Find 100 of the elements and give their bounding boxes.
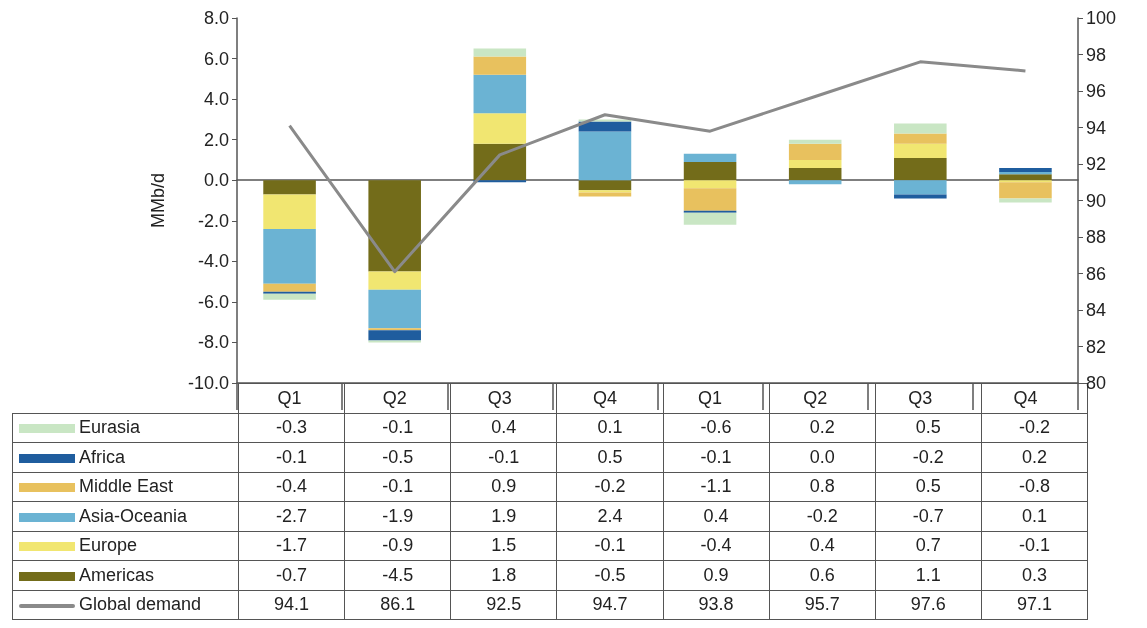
bar <box>999 182 1052 199</box>
data-label: -0.3 <box>238 413 345 443</box>
legend-label: Asia-Oceania <box>12 501 239 531</box>
bar <box>683 212 737 225</box>
bar <box>368 328 421 331</box>
bar <box>999 172 1052 175</box>
legend-label: Eurasia <box>12 413 239 443</box>
y2-tick-label: 84 <box>1086 300 1107 320</box>
x-tick-label: Q4 <box>1013 388 1038 408</box>
data-label: 1.1 <box>875 560 982 590</box>
bar <box>473 48 527 57</box>
bar <box>683 161 737 181</box>
data-label: 97.1 <box>981 590 1088 620</box>
bar <box>473 56 527 75</box>
data-label: 0.4 <box>769 531 876 561</box>
data-label: 0.0 <box>769 442 876 472</box>
data-label: 93.8 <box>663 590 770 620</box>
bar <box>263 194 316 229</box>
legend-label: Americas <box>12 560 239 590</box>
bar <box>263 293 316 300</box>
y2-tick-label: 92 <box>1086 154 1107 174</box>
bar <box>368 180 421 272</box>
bar <box>894 133 947 144</box>
data-label: 1.5 <box>450 531 557 561</box>
y-tick-label: -4.0 <box>197 251 229 272</box>
data-label: -0.1 <box>663 442 770 472</box>
data-label: -0.1 <box>344 413 451 443</box>
y2-tick-label: 90 <box>1086 190 1107 211</box>
data-label: -0.1 <box>556 531 663 561</box>
bar <box>473 74 527 114</box>
bar <box>683 153 737 162</box>
data-label: 92.5 <box>450 590 557 620</box>
bar <box>578 121 632 132</box>
bar <box>894 143 947 158</box>
data-label: 0.5 <box>875 413 982 443</box>
bar <box>788 180 842 185</box>
bar <box>999 168 1052 173</box>
bar <box>473 180 527 183</box>
legend-label: Africa <box>12 442 239 472</box>
data-label: 0.1 <box>981 501 1088 531</box>
y-tick-label: 2.0 <box>203 129 229 150</box>
y2-tick-label: 86 <box>1086 263 1107 284</box>
bar <box>999 174 1052 181</box>
x-tick-label: Q3 <box>487 388 512 408</box>
data-label: -4.5 <box>344 560 451 590</box>
bar <box>578 190 632 193</box>
legend-label: Europe <box>12 531 239 561</box>
legend-label: Global demand <box>12 590 239 620</box>
bar <box>683 180 737 189</box>
data-label: -0.2 <box>556 472 663 502</box>
y-tick-label: -2.0 <box>197 210 229 231</box>
bar <box>788 139 842 144</box>
x-tick-label: Q3 <box>908 388 933 408</box>
data-label: -1.7 <box>238 531 345 561</box>
bar <box>999 198 1052 203</box>
data-label: -0.4 <box>238 472 345 502</box>
bar <box>894 123 947 134</box>
data-label: 2.4 <box>556 501 663 531</box>
y-tick-label: -6.0 <box>197 291 229 312</box>
bar <box>894 157 947 181</box>
bar <box>263 291 316 294</box>
data-label: 94.7 <box>556 590 663 620</box>
data-label: -0.8 <box>981 472 1088 502</box>
data-label: 0.4 <box>450 413 557 443</box>
data-label: 94.1 <box>238 590 345 620</box>
data-label: 0.4 <box>663 501 770 531</box>
data-label: 0.8 <box>769 472 876 502</box>
data-label: -0.9 <box>344 531 451 561</box>
bar <box>473 113 527 144</box>
data-label: -2.7 <box>238 501 345 531</box>
x-tick-label: Q1 <box>698 388 723 408</box>
data-label: 1.9 <box>450 501 557 531</box>
bar <box>683 210 737 213</box>
y-tick-label: 4.0 <box>203 89 229 110</box>
data-label: 0.7 <box>875 531 982 561</box>
x-tick-label: Q2 <box>803 388 828 408</box>
legend-label: Middle East <box>12 472 239 502</box>
data-label: 1.8 <box>450 560 557 590</box>
data-label: 95.7 <box>769 590 876 620</box>
data-label: -0.5 <box>344 442 451 472</box>
y-tick-label: 6.0 <box>203 48 229 69</box>
data-label: 0.3 <box>981 560 1088 590</box>
bar <box>788 143 842 160</box>
data-label: 0.2 <box>769 413 876 443</box>
data-label: 0.2 <box>981 442 1088 472</box>
data-label: -0.1 <box>450 442 557 472</box>
data-label: -0.6 <box>663 413 770 443</box>
data-label: -0.5 <box>556 560 663 590</box>
data-label: 97.6 <box>875 590 982 620</box>
data-label: -0.2 <box>981 413 1088 443</box>
bar <box>368 330 421 341</box>
y-tick-label: 8.0 <box>203 8 229 28</box>
bar <box>263 283 316 292</box>
bar <box>788 168 842 181</box>
bar <box>263 228 316 284</box>
y-tick-label: -8.0 <box>197 332 229 353</box>
bar <box>578 192 632 197</box>
data-label: -0.7 <box>238 560 345 590</box>
y2-tick-label: 82 <box>1086 336 1107 357</box>
data-label: 0.6 <box>769 560 876 590</box>
